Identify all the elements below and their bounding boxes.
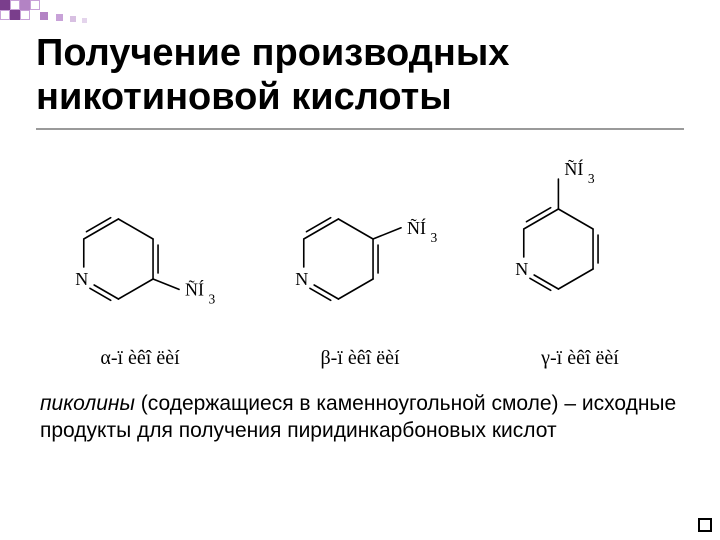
molecule-beta: N ÑÍ 3 β-ï èêî ëèí — [270, 169, 450, 370]
svg-text:ÑÍ 3: ÑÍ 3 — [185, 278, 216, 306]
molecule-alpha: N ÑÍ 3 α-ï èêî ëèí — [50, 189, 230, 370]
description-term: пиколины — [40, 392, 135, 415]
structure-alpha-svg: N ÑÍ 3 — [50, 189, 230, 339]
page-title: Получение производных никотиновой кислот… — [36, 32, 690, 119]
svg-text:ÑÍ 3: ÑÍ 3 — [407, 217, 438, 245]
svg-text:N: N — [515, 259, 528, 279]
description-body: (содержащиеся в каменноугольной смоле) –… — [40, 392, 676, 442]
svg-text:N: N — [75, 269, 88, 289]
chemical-structures-row: N ÑÍ 3 α-ï èêî ëèí N ÑÍ 3 β-ï èêî ëèí N ÑÍ … — [30, 140, 690, 370]
svg-text:ÑÍ 3: ÑÍ 3 — [564, 158, 595, 186]
structure-gamma-svg: N ÑÍ 3 — [490, 149, 670, 339]
molecule-gamma: N ÑÍ 3 γ-ï èêî ëèí — [490, 149, 670, 370]
description-text: пиколины (содержащиеся в каменноугольной… — [40, 390, 680, 445]
title-underline — [36, 128, 684, 130]
structure-beta-svg: N ÑÍ 3 — [270, 169, 450, 339]
svg-text:N: N — [295, 269, 308, 289]
label-gamma: γ-ï èêî ëèí — [541, 347, 619, 370]
nav-next-icon[interactable] — [698, 518, 712, 532]
label-alpha: α-ï èêî ëèí — [100, 347, 179, 370]
label-beta: β-ï èêî ëèí — [320, 347, 399, 370]
